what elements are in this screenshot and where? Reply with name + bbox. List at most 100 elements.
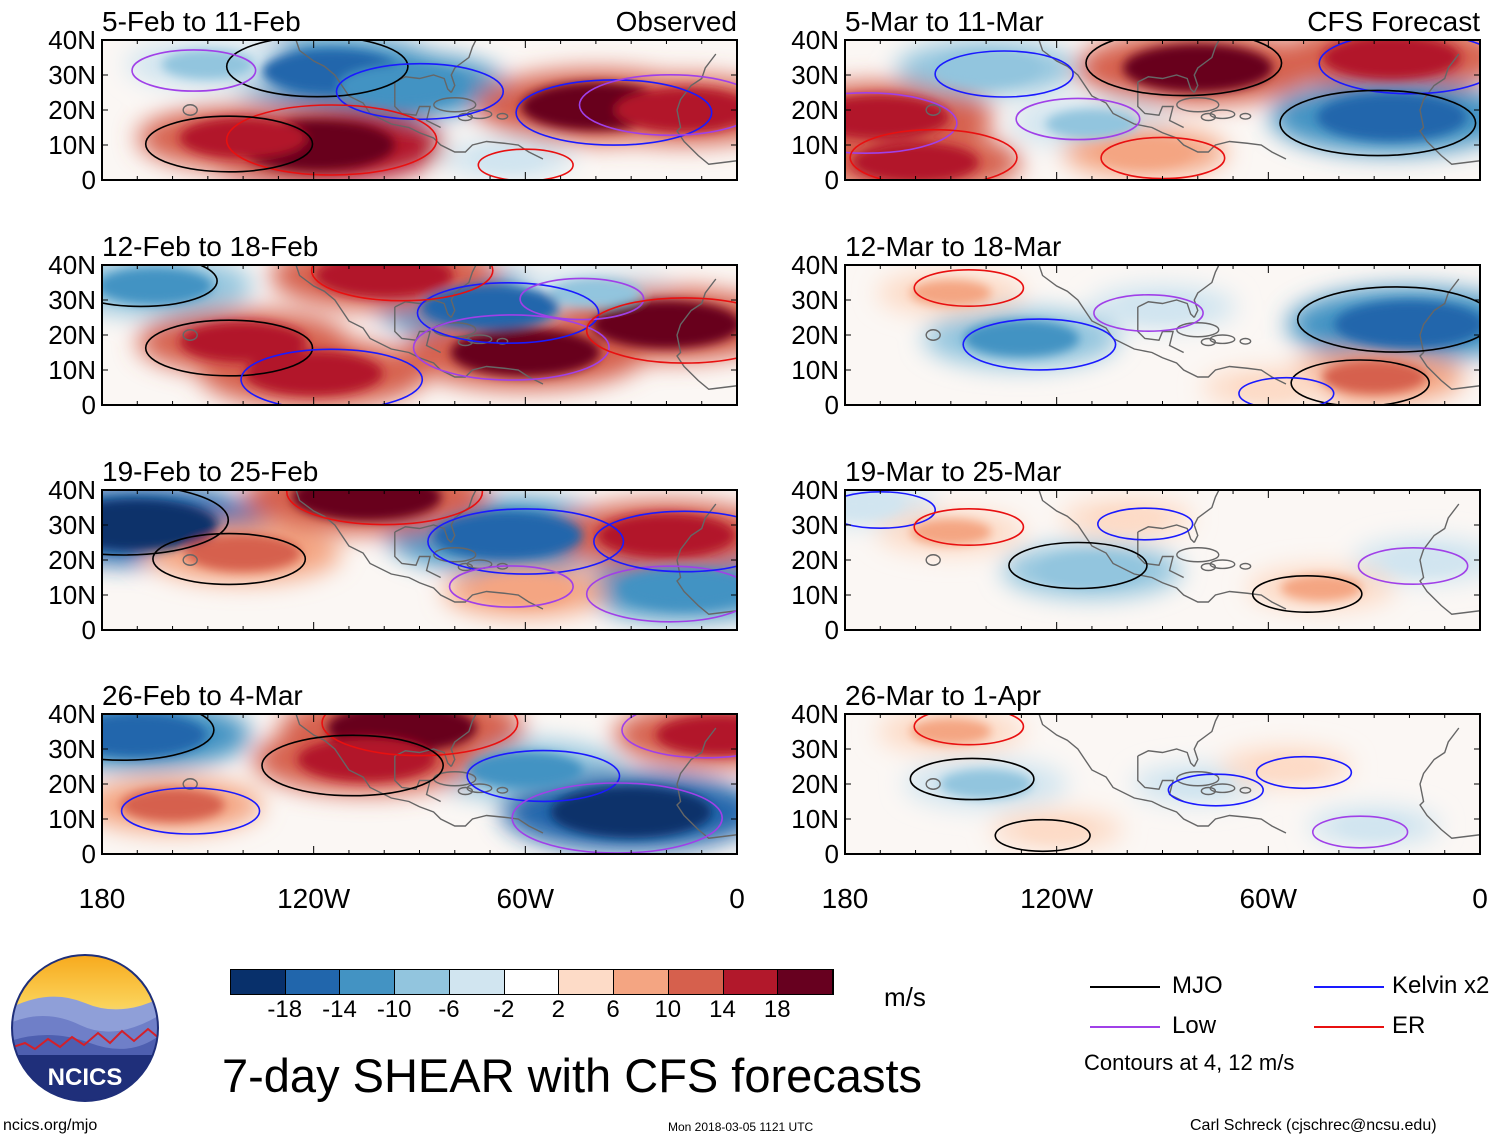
- legend-label-kelvin: Kelvin x2: [1392, 972, 1490, 999]
- contour-line: [131, 49, 257, 92]
- contour-line: [477, 148, 574, 180]
- panel-right-1: 40N 30N 20N 10N 0 12-Mar to 18-Mar: [791, 231, 1481, 420]
- island: [1176, 97, 1220, 113]
- colorbar-units: m/s: [884, 982, 926, 1012]
- y-tick-label: 40N: [791, 250, 839, 280]
- contour-line: [225, 104, 438, 176]
- y-tick-label: 20N: [791, 95, 839, 125]
- coastline: [450, 265, 477, 318]
- coastline: [1193, 714, 1220, 767]
- contour-line: [102, 490, 230, 556]
- contour-line: [585, 297, 737, 364]
- contours: [913, 268, 1480, 405]
- coastline: [295, 265, 544, 385]
- colorbar-tick-label: 18: [763, 996, 791, 1023]
- island: [1239, 562, 1252, 570]
- island: [182, 329, 198, 341]
- panel-source: CFS Forecast: [1307, 6, 1480, 37]
- y-tick-label: 30N: [48, 285, 96, 315]
- panel-title: 26-Feb to 4-Mar: [102, 680, 303, 711]
- anomaly-core: [1316, 92, 1467, 142]
- contour-line: [578, 74, 737, 136]
- legend-label-mjo: MJO: [1172, 972, 1223, 999]
- contour-line: [144, 319, 314, 377]
- coastline: [676, 503, 737, 615]
- colorbar-tick-label: -14: [322, 996, 357, 1023]
- y-tick-label: 10N: [791, 580, 839, 610]
- anomaly-core: [934, 51, 1039, 85]
- y-tick-label: 40N: [48, 250, 96, 280]
- island: [496, 112, 509, 120]
- anomaly-core: [620, 567, 737, 609]
- anomaly-core: [852, 142, 979, 180]
- anomaly-core: [420, 284, 560, 330]
- panel-right-3: 40N 30N 20N 10N 0 26-Mar to 1-Apr: [791, 680, 1481, 869]
- anomaly-core: [1039, 553, 1144, 588]
- panel-ticks: [101, 713, 738, 855]
- y-tick-label: 0: [825, 165, 839, 195]
- coastlines: [182, 490, 737, 615]
- contour-line: [1279, 89, 1477, 157]
- island: [925, 554, 941, 566]
- colorbar-tick-label: -2: [492, 996, 515, 1023]
- coastline: [450, 40, 477, 93]
- colorbar-tick-label: 6: [606, 996, 620, 1023]
- contour-line: [962, 318, 1117, 371]
- contour-line: [1167, 773, 1264, 807]
- coastlines: [925, 40, 1480, 165]
- island: [496, 786, 509, 794]
- island: [925, 778, 941, 790]
- contour-line: [593, 510, 737, 573]
- y-tick-label: 10N: [48, 355, 96, 385]
- contour-line: [994, 818, 1091, 853]
- y-tick-label: 30N: [791, 734, 839, 764]
- panel-title: 12-Feb to 18-Feb: [102, 231, 318, 262]
- y-tick-label: 40N: [48, 699, 96, 729]
- island: [433, 547, 477, 563]
- anomaly-core: [910, 718, 992, 745]
- coastline: [394, 82, 441, 129]
- panel-title: 26-Mar to 1-Apr: [845, 680, 1041, 711]
- legend-line-mjo: [1090, 986, 1160, 988]
- colorbar-swatch: [559, 970, 615, 994]
- y-tick-label: 40N: [791, 475, 839, 505]
- x-tick-label: 0: [729, 883, 745, 914]
- colorbar-tick-label: 14: [709, 996, 736, 1023]
- anomaly-core: [102, 267, 213, 305]
- colorbar-swatch: [395, 970, 450, 994]
- y-tick-label: 10N: [791, 355, 839, 385]
- coastlines: [182, 265, 737, 390]
- panel-left-0: 40N 30N 20N 10N 0 5-Feb to 11-Feb Observed: [48, 6, 738, 195]
- panel-ticks: [101, 39, 738, 181]
- panel-title: 12-Mar to 18-Mar: [845, 231, 1061, 262]
- coastline: [295, 40, 544, 160]
- x-tick-label: 120W: [277, 883, 351, 914]
- y-tick-label: 0: [825, 390, 839, 420]
- contour-note: Contours at 4, 12 m/s: [1084, 1050, 1295, 1075]
- anomaly-core: [614, 87, 737, 133]
- contour-line: [585, 565, 737, 623]
- y-tick-label: 20N: [791, 320, 839, 350]
- colorbar-swatch: [231, 970, 286, 994]
- legend-line-kelvin: [1314, 986, 1384, 988]
- contour-line: [102, 265, 218, 308]
- ncics-logo: NCICS: [11, 954, 159, 1102]
- contours: [909, 714, 1409, 853]
- island: [457, 337, 474, 347]
- coastlines: [925, 714, 1480, 839]
- anomaly-core: [1334, 300, 1480, 349]
- figure-title: 7-day SHEAR with CFS forecasts: [222, 1049, 922, 1102]
- anomaly-core: [472, 147, 543, 171]
- anomaly-core: [910, 518, 992, 546]
- anomaly-core: [1233, 376, 1304, 399]
- coastline: [1137, 299, 1195, 318]
- anomaly-core: [549, 278, 643, 308]
- coastline: [1419, 53, 1480, 165]
- island: [1200, 562, 1217, 572]
- contour-line: [448, 565, 574, 608]
- island: [1200, 112, 1217, 122]
- contour-line: [913, 268, 1025, 307]
- footer-url[interactable]: ncics.org/mjo: [3, 1117, 98, 1134]
- contours: [131, 40, 737, 180]
